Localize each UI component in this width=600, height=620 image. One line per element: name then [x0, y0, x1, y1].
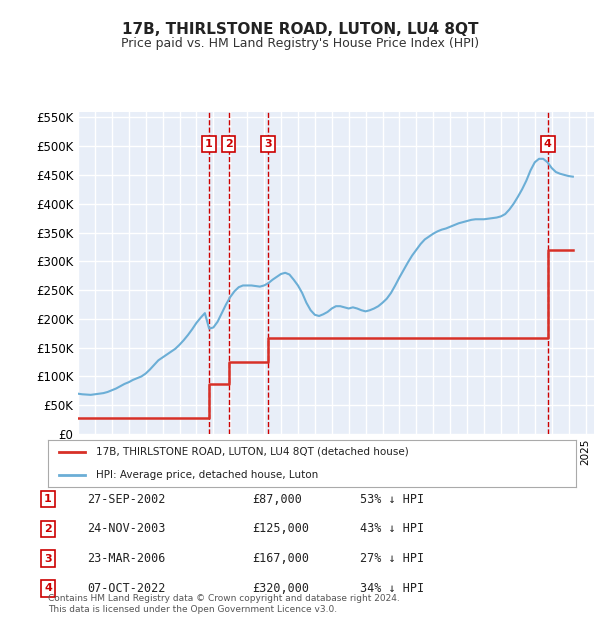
Text: 07-OCT-2022: 07-OCT-2022 — [87, 582, 166, 595]
Text: 17B, THIRLSTONE ROAD, LUTON, LU4 8QT: 17B, THIRLSTONE ROAD, LUTON, LU4 8QT — [122, 22, 478, 37]
Text: 53% ↓ HPI: 53% ↓ HPI — [360, 493, 424, 505]
Text: 3: 3 — [264, 139, 272, 149]
Text: Contains HM Land Registry data © Crown copyright and database right 2024.
This d: Contains HM Land Registry data © Crown c… — [48, 595, 400, 614]
Text: £125,000: £125,000 — [252, 523, 309, 535]
Text: 4: 4 — [544, 139, 552, 149]
Text: £320,000: £320,000 — [252, 582, 309, 595]
Text: 1: 1 — [205, 139, 213, 149]
Text: 2: 2 — [224, 139, 232, 149]
Text: 34% ↓ HPI: 34% ↓ HPI — [360, 582, 424, 595]
Text: 2: 2 — [44, 524, 52, 534]
Text: £167,000: £167,000 — [252, 552, 309, 565]
Text: Price paid vs. HM Land Registry's House Price Index (HPI): Price paid vs. HM Land Registry's House … — [121, 37, 479, 50]
Text: 1: 1 — [44, 494, 52, 504]
Text: 24-NOV-2003: 24-NOV-2003 — [87, 523, 166, 535]
Text: 23-MAR-2006: 23-MAR-2006 — [87, 552, 166, 565]
Text: 43% ↓ HPI: 43% ↓ HPI — [360, 523, 424, 535]
Text: 3: 3 — [44, 554, 52, 564]
Text: 17B, THIRLSTONE ROAD, LUTON, LU4 8QT (detached house): 17B, THIRLSTONE ROAD, LUTON, LU4 8QT (de… — [95, 447, 408, 457]
Text: £87,000: £87,000 — [252, 493, 302, 505]
Text: 4: 4 — [44, 583, 52, 593]
Text: 27-SEP-2002: 27-SEP-2002 — [87, 493, 166, 505]
Text: HPI: Average price, detached house, Luton: HPI: Average price, detached house, Luto… — [95, 470, 318, 480]
Text: 27% ↓ HPI: 27% ↓ HPI — [360, 552, 424, 565]
